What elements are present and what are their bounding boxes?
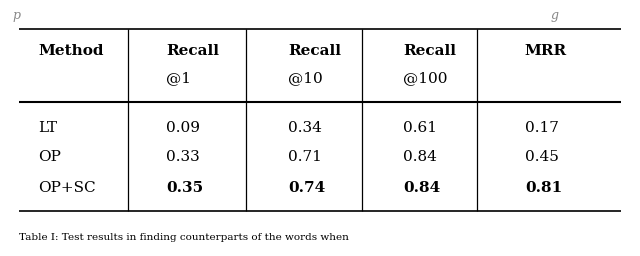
Text: 0.09: 0.09 (166, 121, 200, 135)
Text: @10: @10 (288, 71, 323, 85)
Text: MRR: MRR (525, 44, 567, 58)
Text: Recall: Recall (403, 44, 456, 58)
Text: 0.74: 0.74 (288, 181, 325, 195)
Text: OP+SC: OP+SC (38, 181, 96, 195)
Text: 0.35: 0.35 (166, 181, 204, 195)
Text: OP: OP (38, 151, 61, 164)
Text: 0.84: 0.84 (403, 151, 437, 164)
Text: 0.45: 0.45 (525, 151, 559, 164)
Text: Recall: Recall (288, 44, 341, 58)
Text: @100: @100 (403, 71, 448, 85)
Text: p: p (13, 9, 20, 22)
Text: Method: Method (38, 44, 104, 58)
Text: 0.17: 0.17 (525, 121, 559, 135)
Text: @1: @1 (166, 71, 191, 85)
Text: Table I: Test results in finding counterparts of the words when: Table I: Test results in finding counter… (19, 233, 349, 242)
Text: LT: LT (38, 121, 58, 135)
Text: 0.34: 0.34 (288, 121, 322, 135)
Text: Recall: Recall (166, 44, 220, 58)
Text: 0.71: 0.71 (288, 151, 322, 164)
Text: g: g (550, 9, 558, 22)
Text: 0.61: 0.61 (403, 121, 437, 135)
Text: 0.33: 0.33 (166, 151, 200, 164)
Text: 0.81: 0.81 (525, 181, 562, 195)
Text: 0.84: 0.84 (403, 181, 440, 195)
